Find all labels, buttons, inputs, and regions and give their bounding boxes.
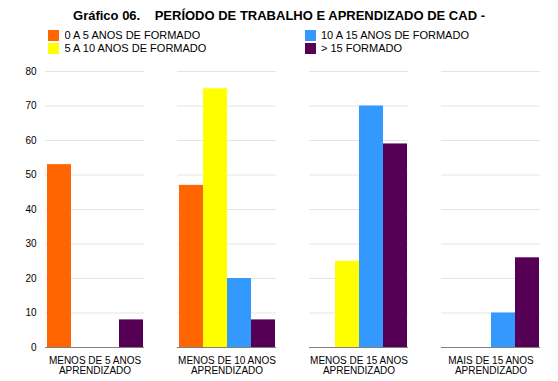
- html-text:10 A 15 ANOS DE FORMADO: 10 A 15 ANOS DE FORMADO: [321, 29, 469, 41]
- svg-text:60: 60: [25, 134, 37, 145]
- svg-text:50: 50: [25, 169, 37, 180]
- svg-text:20: 20: [25, 272, 37, 283]
- svg-text:70: 70: [25, 100, 37, 111]
- html-text:Gráfico 06. PERÍODO DE TRABALH: Gráfico 06. PERÍODO DE TRABALHO E APREND…: [73, 8, 485, 23]
- svg-text:MENOS DE 5 ANOSAPRENDIZADO: MENOS DE 5 ANOSAPRENDIZADO: [49, 354, 142, 375]
- html-text:0 A 5 ANOS DE FORMADO: 0 A 5 ANOS DE FORMADO: [64, 29, 201, 41]
- svg-text:MENOS DE 15 ANOSAPRENDIZADO: MENOS DE 15 ANOSAPRENDIZADO: [310, 354, 408, 375]
- svg-text:0: 0: [31, 341, 37, 352]
- html-text:> 15 FORMADO: > 15 FORMADO: [321, 42, 402, 54]
- svg-text:MAIS DE 15 ANOSAPRENDIZADO: MAIS DE 15 ANOSAPRENDIZADO: [448, 354, 534, 375]
- svg-text:30: 30: [25, 238, 37, 249]
- svg-text:10: 10: [25, 307, 37, 318]
- svg-text:40: 40: [25, 203, 37, 214]
- svg-text:80: 80: [25, 65, 37, 76]
- svg-text:MENOS DE 10 ANOSAPRENDIZADO: MENOS DE 10 ANOSAPRENDIZADO: [178, 354, 276, 375]
- html-text:5 A 10 ANOS DE FORMADO: 5 A 10 ANOS DE FORMADO: [64, 42, 207, 54]
